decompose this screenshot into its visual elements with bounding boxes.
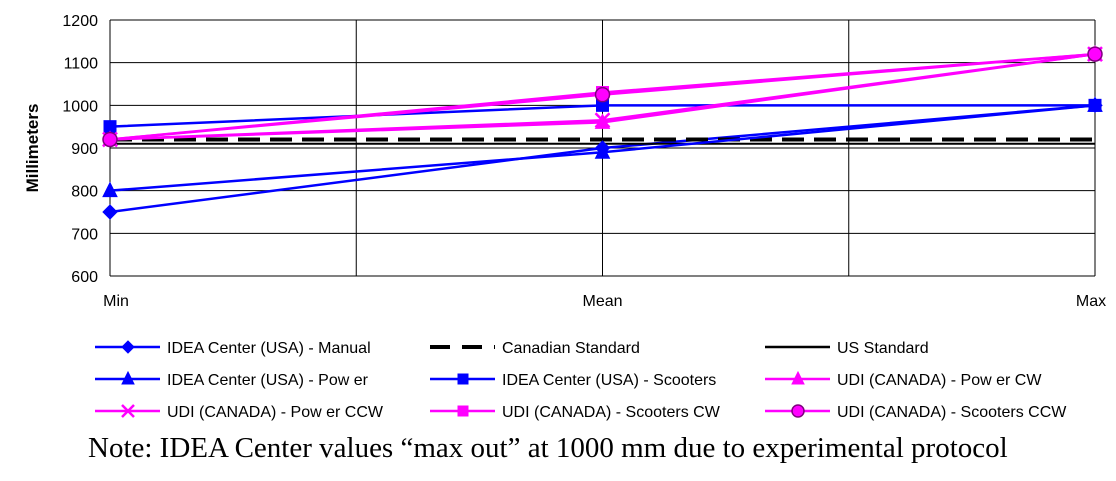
x-tick-label: Mean xyxy=(582,293,622,310)
series-8-point xyxy=(594,86,611,103)
y-tick-label: 900 xyxy=(71,141,98,158)
legend-swatch-marker xyxy=(121,404,135,418)
chart-note: Note: IDEA Center values “max out” at 10… xyxy=(88,432,1008,464)
series-3-point xyxy=(594,143,611,159)
series-0-point xyxy=(102,204,118,220)
legend-entry: IDEA Center (USA) - Pow er xyxy=(167,372,369,389)
legend-swatch-marker xyxy=(791,370,805,385)
legend-entry: UDI (CANADA) - Scooters CCW xyxy=(837,404,1067,421)
series-8-point xyxy=(1087,46,1103,62)
legend-swatch-marker xyxy=(121,340,135,354)
series-4-point xyxy=(1088,98,1102,112)
legend-swatch-marker xyxy=(457,405,469,417)
legend-entry: UDI (CANADA) - Scooters CW xyxy=(502,404,721,421)
legend-entry: IDEA Center (USA) - Manual xyxy=(167,340,371,357)
y-tick-label: 1000 xyxy=(62,98,98,115)
legend-entry: UDI (CANADA) - Pow er CCW xyxy=(167,404,384,421)
legend-swatch-marker xyxy=(457,373,469,385)
legend-swatch-marker xyxy=(791,404,805,418)
legend-swatch-marker xyxy=(121,370,135,385)
series-8-point xyxy=(102,131,118,148)
y-axis-label: Millimeters xyxy=(23,104,42,193)
legend-entry: Canadian Standard xyxy=(502,340,640,357)
y-tick-label: 800 xyxy=(71,184,98,201)
x-tick-label: Min xyxy=(103,293,129,310)
x-tick-label: Max xyxy=(1076,293,1106,310)
legend-entry: US Standard xyxy=(837,340,929,357)
y-tick-label: 1100 xyxy=(64,56,99,73)
y-tick-label: 1200 xyxy=(62,13,98,30)
series-3-point xyxy=(102,181,118,198)
y-tick-label: 700 xyxy=(71,226,98,243)
legend-entry: UDI (CANADA) - Pow er CW xyxy=(837,372,1042,389)
series-6-point xyxy=(594,112,611,129)
line-chart: 600 700 800 900 1000 1100 1200 Min Mean Max Millim… xyxy=(23,13,1106,421)
y-tick-label: 600 xyxy=(71,269,98,286)
legend-entry: IDEA Center (USA) - Scooters xyxy=(502,372,716,389)
